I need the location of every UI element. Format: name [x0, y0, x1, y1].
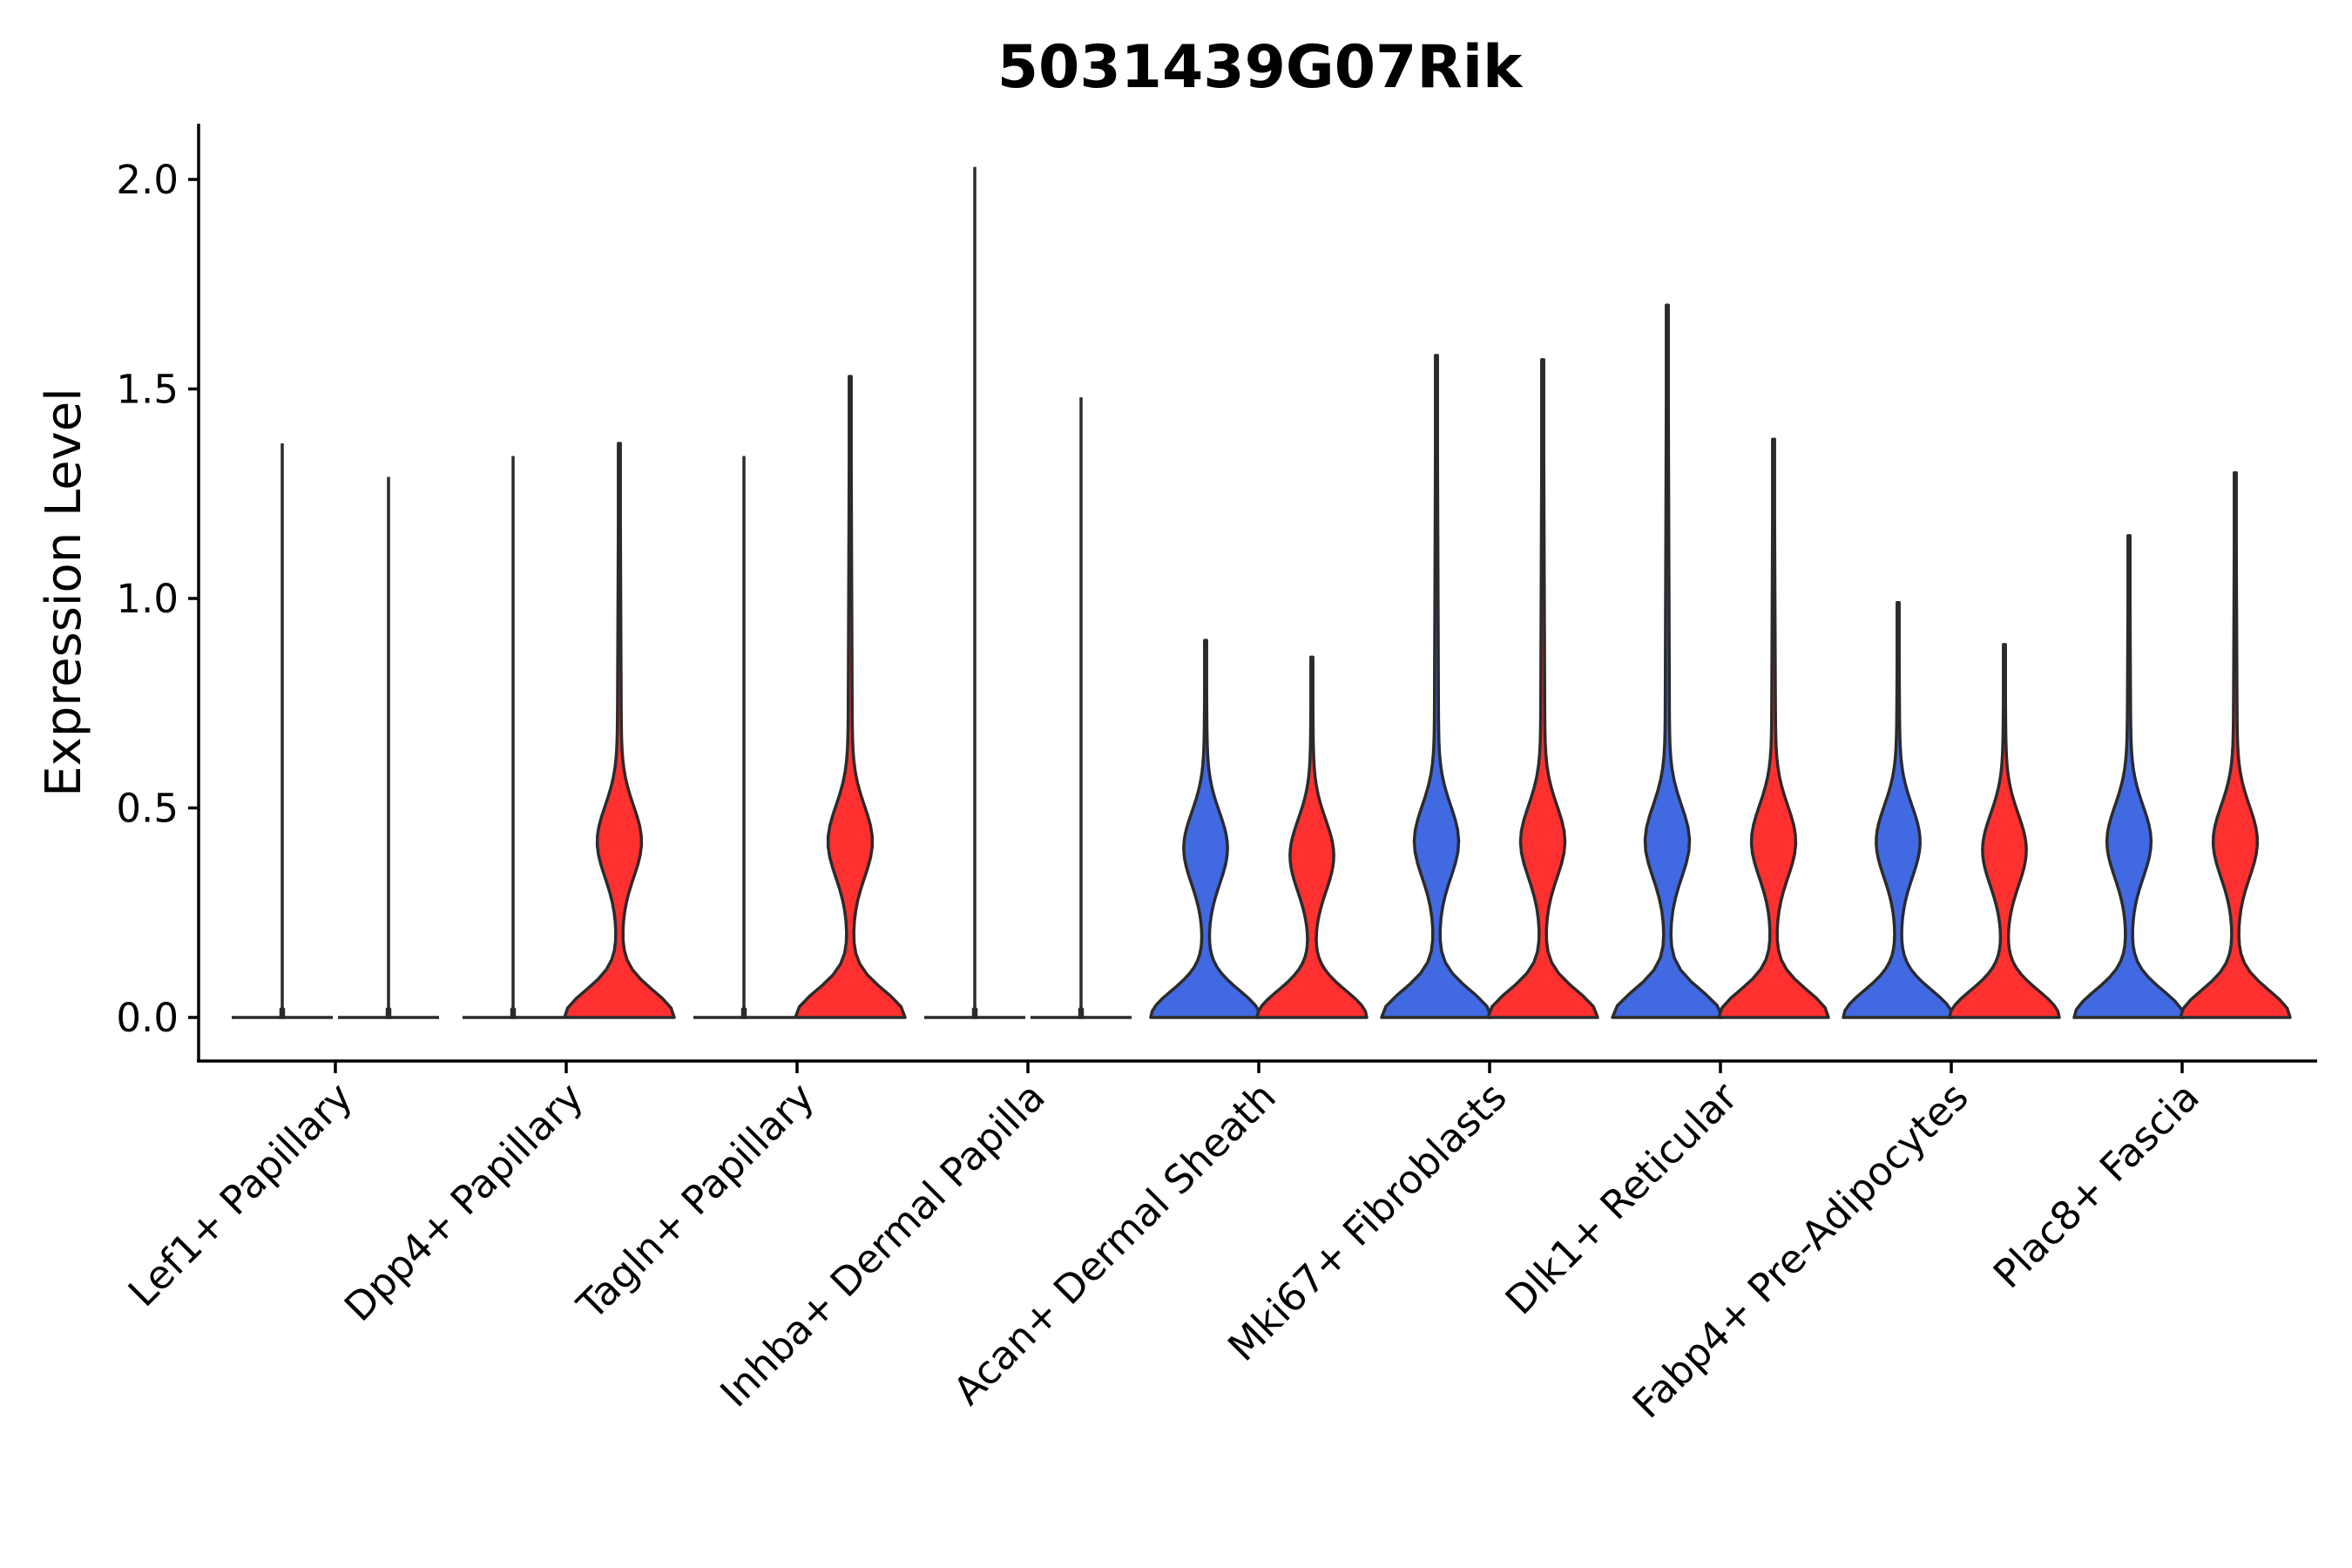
violin-b — [1255, 655, 1369, 1019]
violin-b — [1717, 437, 1830, 1019]
y-axis-label: Expression Level — [36, 388, 92, 797]
x-tick-label: Plac8+ Fascia — [1984, 1073, 2208, 1297]
y-tick-label: 0.0 — [116, 995, 179, 1041]
violin-a — [970, 1007, 979, 1019]
violin-b — [563, 442, 676, 1019]
violin-a — [1149, 639, 1262, 1019]
violin-a — [1611, 303, 1724, 1019]
x-tick-label: Dlk1+ Reticular — [1497, 1073, 1747, 1323]
x-tick-label: Tagln+ Papillary — [568, 1073, 823, 1328]
violin-a — [1842, 601, 1955, 1019]
x-tick-label: Dpp4+ Papillary — [335, 1073, 592, 1330]
violin-b — [384, 1007, 393, 1019]
violin-a — [2072, 534, 2186, 1019]
y-tick-label: 1.5 — [116, 367, 179, 413]
x-tick-label: Lef1+ Papillary — [119, 1073, 362, 1315]
y-tick-label: 1.0 — [116, 576, 179, 622]
violin-a — [509, 1007, 517, 1019]
y-tick-label: 2.0 — [116, 157, 179, 203]
violin-b — [794, 375, 907, 1019]
violin-a — [278, 1007, 287, 1019]
violin-a — [1380, 354, 1493, 1019]
chart-title: 5031439G07Rik — [997, 33, 1524, 102]
y-tick-label: 0.5 — [116, 786, 179, 832]
violin-b — [1486, 358, 1599, 1019]
violin-a — [740, 1007, 748, 1019]
plot-area — [232, 166, 2292, 1019]
violin-b — [1948, 643, 2061, 1019]
violin-b — [2179, 470, 2292, 1019]
violin-b — [1077, 1007, 1085, 1019]
